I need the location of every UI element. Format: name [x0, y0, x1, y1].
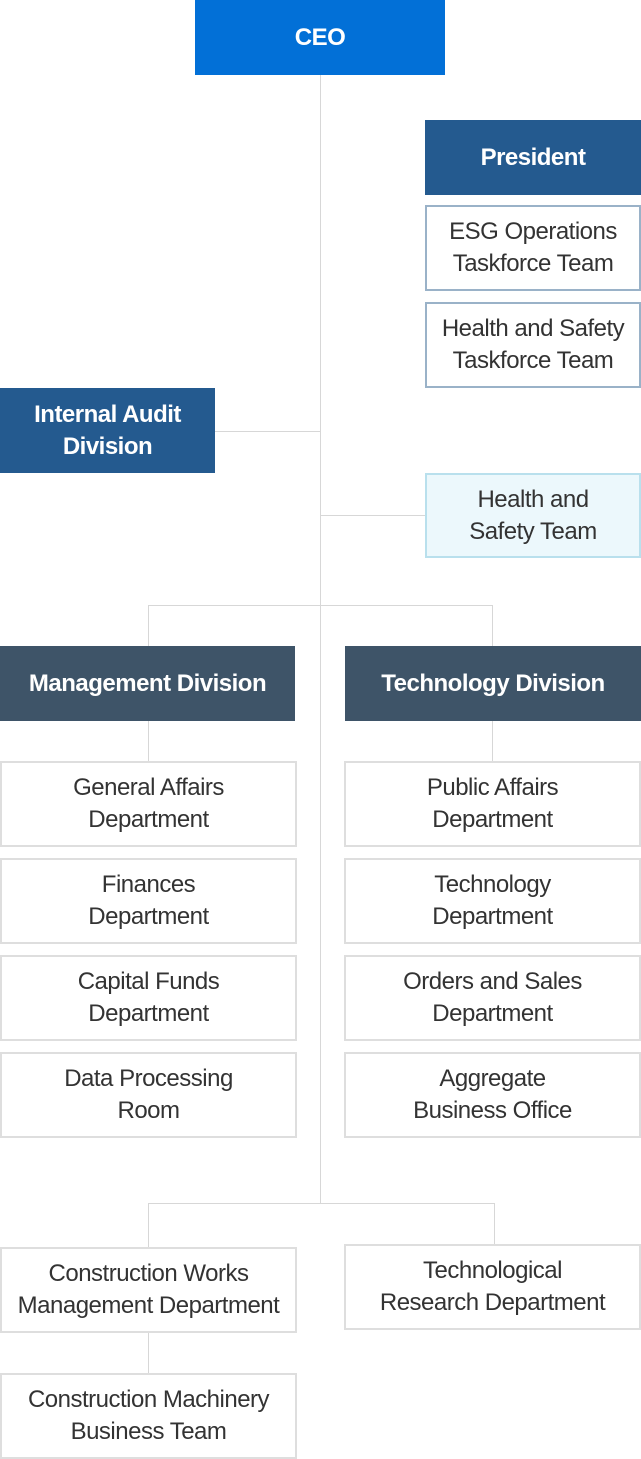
public-affairs-box: Public Affairs Department — [344, 761, 641, 847]
general-affairs-label: General Affairs Department — [73, 774, 224, 833]
ceo-label: CEO — [294, 23, 346, 51]
finances-label: Finances Department — [88, 871, 209, 930]
hs-taskforce-label: Health and Safety Taskforce Team — [441, 315, 625, 374]
construction-works-label: Construction Works Management Department — [17, 1260, 280, 1319]
hs-team-label: Health and Safety Team — [469, 485, 597, 545]
tech-research-label: Technological Research Department — [379, 1257, 606, 1316]
capital-funds-box: Capital Funds Department — [0, 955, 297, 1041]
hs-taskforce-box: Health and Safety Taskforce Team — [425, 302, 641, 388]
finances-box: Finances Department — [0, 858, 297, 944]
orders-sales-label: Orders and Sales Department — [403, 968, 582, 1027]
management-division-box: Management Division — [0, 646, 295, 721]
technology-dept-box: Technology Department — [344, 858, 641, 944]
tech-research-box: Technological Research Department — [344, 1244, 641, 1330]
data-processing-box: Data Processing Room — [0, 1052, 297, 1138]
president-box: President — [425, 120, 641, 195]
orders-sales-box: Orders and Sales Department — [344, 955, 641, 1041]
president-label: President — [480, 143, 586, 171]
ceo-box: CEO — [195, 0, 445, 75]
internal-audit-box: Internal Audit Division — [0, 388, 215, 473]
construction-works-box: Construction Works Management Department — [0, 1247, 297, 1333]
management-division-label: Management Division — [28, 669, 267, 697]
main-vertical-line — [320, 74, 321, 1203]
division-horizontal-line — [148, 605, 493, 606]
technology-dept-line — [492, 720, 493, 762]
technology-division-box: Technology Division — [345, 646, 641, 721]
general-affairs-box: General Affairs Department — [0, 761, 297, 847]
internal-audit-label: Internal Audit Division — [34, 400, 181, 460]
management-dept-line — [148, 720, 149, 762]
audit-connector — [214, 431, 320, 432]
research-drop-line — [494, 1203, 495, 1245]
hs-team-connector — [320, 515, 426, 516]
aggregate-office-label: Aggregate Business Office — [413, 1065, 572, 1124]
management-drop-line — [148, 605, 149, 647]
technology-dept-label: Technology Department — [432, 871, 553, 930]
technology-drop-line — [492, 605, 493, 647]
bottom-horizontal-line — [148, 1203, 495, 1204]
construction-machinery-box: Construction Machinery Business Team — [0, 1373, 297, 1459]
construction-drop-line — [148, 1203, 149, 1248]
capital-funds-label: Capital Funds Department — [77, 968, 220, 1027]
aggregate-office-box: Aggregate Business Office — [344, 1052, 641, 1138]
construction-machinery-label: Construction Machinery Business Team — [27, 1386, 270, 1445]
machinery-connector — [148, 1331, 149, 1374]
hs-team-box: Health and Safety Team — [425, 473, 641, 558]
technology-division-label: Technology Division — [381, 669, 605, 697]
data-processing-label: Data Processing Room — [64, 1065, 233, 1124]
public-affairs-label: Public Affairs Department — [426, 774, 559, 833]
esg-team-label: ESG Operations Taskforce Team — [449, 218, 617, 277]
esg-team-box: ESG Operations Taskforce Team — [425, 205, 641, 291]
